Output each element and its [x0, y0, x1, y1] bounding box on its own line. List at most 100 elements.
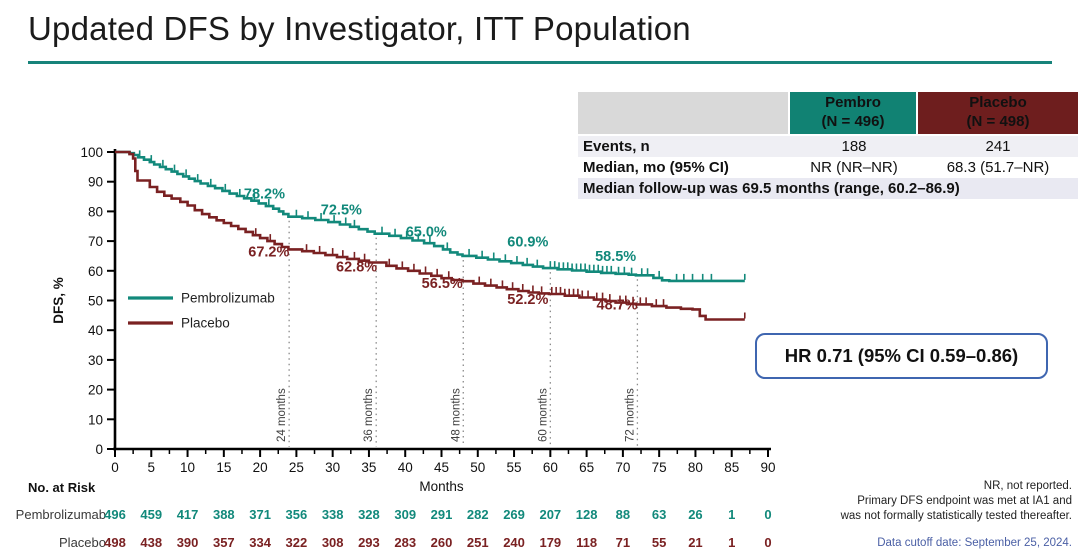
risk-row-label-placebo: Placebo	[59, 535, 106, 550]
landmark-rate-label-pembrolizumab: 58.5%	[595, 249, 636, 265]
risk-count-pembrolizumab: 356	[286, 507, 308, 522]
risk-count-placebo: 251	[467, 535, 489, 550]
x-tick-label: 20	[253, 460, 268, 475]
events-label: Events, n	[578, 135, 790, 157]
median-label: Median, mo (95% CI)	[578, 156, 790, 178]
risk-count-pembrolizumab: 207	[539, 507, 561, 522]
footnote-line-1: NR, not reported.	[983, 480, 1072, 492]
y-axis-title: DFS, %	[51, 277, 66, 324]
x-tick-label: 45	[434, 460, 449, 475]
risk-count-pembrolizumab: 291	[431, 507, 453, 522]
x-tick-label: 35	[361, 460, 376, 475]
hazard-ratio-box: HR 0.71 (95% CI 0.59–0.86)	[755, 333, 1048, 379]
landmark-rate-label-pembrolizumab: 60.9%	[507, 234, 548, 250]
landmark-label: 72 months	[624, 388, 636, 442]
summary-header-blank-cell	[578, 92, 790, 136]
footnote-block: NR, not reported. Primary DFS endpoint w…	[841, 479, 1072, 524]
x-tick-label: 65	[579, 460, 594, 475]
risk-count-placebo: 498	[104, 535, 126, 550]
risk-count-placebo: 357	[213, 535, 235, 550]
risk-count-pembrolizumab: 417	[177, 507, 199, 522]
y-tick-label: 70	[88, 234, 103, 249]
summary-header-row: Pembro (N = 496) Placebo (N = 498)	[578, 92, 1078, 136]
landmark-rate-label-pembrolizumab: 72.5%	[321, 202, 362, 218]
risk-row-label-pembrolizumab: Pembrolizumab	[16, 507, 106, 522]
x-tick-label: 10	[180, 460, 195, 475]
risk-count-placebo: 334	[249, 535, 271, 550]
no-at-risk-title: No. at Risk	[28, 480, 96, 495]
risk-count-pembrolizumab: 388	[213, 507, 235, 522]
y-tick-label: 0	[95, 442, 103, 457]
footnote-line-3: was not formally statistically tested th…	[840, 509, 1072, 522]
x-tick-label: 90	[760, 460, 775, 475]
landmark-label: 48 months	[450, 388, 462, 442]
risk-count-pembrolizumab: 0	[764, 507, 771, 522]
x-tick-label: 50	[470, 460, 485, 475]
title-underline	[28, 61, 1052, 64]
y-tick-label: 30	[88, 353, 103, 368]
x-axis-title: Months	[419, 479, 464, 494]
risk-count-pembrolizumab: 371	[249, 507, 271, 522]
km-curve-pembrolizumab	[115, 150, 745, 283]
risk-count-pembrolizumab: 459	[140, 507, 162, 522]
landmark-rate-label-placebo: 48.7%	[597, 297, 638, 313]
y-tick-label: 90	[88, 175, 103, 190]
risk-count-placebo: 322	[286, 535, 308, 550]
km-chart: 24 months 36 months 48 months 60 months 72 m…	[16, 145, 776, 550]
events-placebo-value: 241	[918, 135, 1078, 157]
x-tick-label: 70	[615, 460, 630, 475]
landmark-rate-label-placebo: 67.2%	[248, 245, 289, 261]
x-tick-label: 80	[688, 460, 703, 475]
risk-count-placebo: 118	[576, 535, 597, 550]
summary-table: Pembro (N = 496) Placebo (N = 498) Event…	[578, 92, 1078, 199]
events-row: Events, n 188 241	[578, 135, 1078, 157]
x-tick-label: 75	[652, 460, 667, 475]
landmark-label: 36 months	[363, 388, 375, 442]
placebo-header-cell: Placebo (N = 498)	[918, 92, 1078, 136]
risk-count-pembrolizumab: 282	[467, 507, 489, 522]
risk-count-placebo: 260	[431, 535, 453, 550]
risk-count-pembrolizumab: 496	[104, 507, 126, 522]
median-pembro-value: NR (NR–NR)	[790, 156, 918, 178]
risk-count-placebo: 179	[539, 535, 561, 550]
risk-count-placebo: 21	[688, 535, 702, 550]
landmark-rate-label-pembrolizumab: 65.0%	[406, 225, 447, 241]
x-tick-label: 40	[398, 460, 413, 475]
events-pembro-value: 188	[790, 135, 918, 157]
risk-count-pembrolizumab: 128	[576, 507, 598, 522]
legend-label-placebo: Placebo	[181, 316, 230, 331]
x-tick-label: 60	[543, 460, 558, 475]
placebo-header-name: Placebo	[969, 94, 1027, 111]
y-tick-label: 50	[88, 294, 103, 309]
risk-count-pembrolizumab: 338	[322, 507, 344, 522]
placebo-header-n: (N = 498)	[966, 112, 1030, 130]
pembro-header-n: (N = 496)	[821, 112, 885, 130]
risk-count-pembrolizumab: 1	[728, 507, 735, 522]
pembro-header-cell: Pembro (N = 496)	[790, 92, 918, 136]
y-tick-label: 20	[88, 383, 103, 398]
x-tick-label: 5	[148, 460, 156, 475]
hazard-ratio-text: HR 0.71 (95% CI 0.59–0.86)	[784, 345, 1019, 366]
risk-count-placebo: 71	[616, 535, 630, 550]
risk-count-placebo: 308	[322, 535, 344, 550]
y-tick-label: 80	[88, 204, 103, 219]
median-row: Median, mo (95% CI) NR (NR–NR) 68.3 (51.…	[578, 156, 1078, 178]
followup-note-row: Median follow-up was 69.5 months (range,…	[578, 177, 1078, 199]
x-tick-label: 55	[507, 460, 522, 475]
risk-count-placebo: 283	[394, 535, 416, 550]
pembro-header-name: Pembro	[825, 94, 881, 111]
risk-count-placebo: 55	[652, 535, 666, 550]
footnote-line-2: Primary DFS endpoint was met at IA1 and	[857, 494, 1072, 507]
page-title: Updated DFS by Investigator, ITT Populat…	[28, 10, 691, 47]
landmark-label: 60 months	[537, 388, 549, 442]
km-curve-placebo	[115, 150, 745, 321]
y-tick-label: 60	[88, 264, 103, 279]
risk-count-placebo: 390	[177, 535, 199, 550]
risk-count-placebo: 438	[140, 535, 162, 550]
legend-label-pembrolizumab: Pembrolizumab	[181, 291, 275, 306]
y-tick-label: 40	[88, 323, 103, 338]
risk-count-pembrolizumab: 328	[358, 507, 380, 522]
risk-count-placebo: 1	[728, 535, 735, 550]
x-tick-label: 25	[289, 460, 304, 475]
